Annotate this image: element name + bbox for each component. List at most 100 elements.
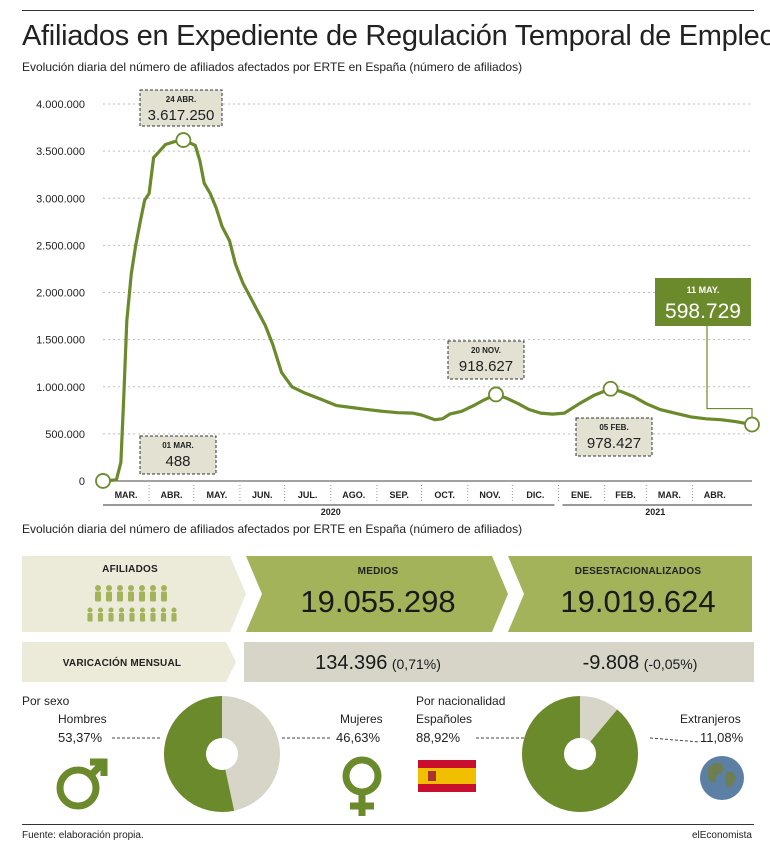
person-body [108, 612, 114, 622]
x-tick-label: OCT. [434, 490, 455, 500]
nacionalidad-heading: Por nacionalidad [416, 694, 506, 708]
person-body [171, 612, 177, 622]
variacion-arrow [22, 642, 236, 682]
person-body [117, 591, 123, 602]
annotation-value: 978.427 [587, 435, 641, 452]
variacion-medios: 134.396 (0,71%) [315, 652, 441, 674]
annotation-value: 598.729 [665, 300, 741, 323]
espanoles-pct: 88,92% [416, 730, 461, 745]
y-tick-label: 500.000 [45, 429, 85, 441]
person-body [150, 612, 156, 622]
variacion-desest-pct: (-0,05%) [644, 656, 698, 672]
annotation-box [139, 435, 217, 475]
x-tick-label: ABR. [160, 490, 182, 500]
variacion-label: VARICACIÓN MENSUAL [63, 656, 181, 669]
hombres-pct: 53,37% [58, 730, 103, 745]
person-head [150, 585, 156, 591]
annotation-value: 918.627 [459, 358, 513, 375]
source-note: Fuente: elaboración propia. [22, 830, 144, 841]
y-tick-label: 0 [79, 476, 85, 488]
x-tick-label: SEP. [390, 490, 409, 500]
slice-mujeres [222, 696, 280, 811]
slice-hombres [163, 696, 235, 813]
y-tick-label: 1.500.000 [36, 335, 85, 347]
person-head [129, 607, 135, 613]
top-rule [22, 10, 754, 11]
year-label-2020: 2020 [321, 507, 341, 517]
x-tick-label: DIC. [526, 490, 544, 500]
annotation-box [575, 417, 653, 457]
bottom-rule [22, 824, 754, 825]
section-subtitle: Evolución diaria del número de afiliados… [22, 522, 523, 536]
y-tick-label: 2.000.000 [36, 288, 85, 300]
annotation-date: 20 NOV. [471, 346, 501, 355]
variacion-medios-num: 134.396 [315, 652, 387, 674]
people-icon [87, 585, 177, 622]
annotation-value: 488 [165, 453, 190, 470]
sexo-heading: Por sexo [22, 694, 70, 708]
x-tick-label: MAR. [658, 490, 681, 500]
annotation-value: 3.617.250 [148, 107, 215, 124]
annotation-marker [175, 132, 192, 148]
person-head [150, 607, 156, 613]
brand-logo: elEconomista [691, 830, 752, 841]
annotation-date: 01 MAR. [162, 441, 194, 450]
annotation-marker [744, 416, 760, 433]
person-body [128, 591, 134, 602]
chart-title: Afiliados en Expediente de Regulación Te… [22, 20, 770, 52]
person-body [139, 612, 146, 622]
person-body [87, 612, 93, 622]
annotation-leader [706, 326, 753, 419]
slice-espanoles [522, 696, 638, 812]
y-tick-label: 3.000.000 [36, 193, 85, 205]
person-head [117, 585, 123, 591]
annotation-marker [95, 473, 111, 489]
x-tick-label: MAR. [115, 490, 138, 500]
afiliados-label: AFILIADOS [102, 564, 158, 575]
variacion-values-bg [244, 642, 754, 682]
annotation-box [139, 89, 223, 127]
annotation-box [655, 278, 751, 326]
person-head [97, 607, 104, 613]
person-body [161, 591, 167, 602]
variacion-desest-num: -9.808 [583, 652, 640, 674]
mujeres-label: Mujeres [340, 712, 383, 726]
x-tick-label: ABR. [704, 490, 726, 500]
variacion-desest: -9.808 (-0,05%) [583, 652, 698, 674]
person-body [139, 591, 145, 602]
person-body [106, 591, 112, 602]
x-tick-label: AGO. [342, 490, 365, 500]
person-head [171, 607, 177, 613]
y-tick-label: 3.500.000 [36, 146, 85, 158]
person-head [118, 607, 125, 613]
series-line [102, 138, 753, 483]
x-tick-label: JUN. [252, 490, 273, 500]
leader-extranjeros [649, 737, 701, 743]
person-body [160, 612, 167, 622]
annotation-marker [488, 386, 504, 403]
desest-value: 19.019.624 [560, 584, 715, 619]
extranjeros-pct: 11,08% [700, 730, 744, 745]
donut-nacionalidad [522, 696, 638, 812]
person-head [139, 607, 146, 613]
variacion-medios-pct: (0,71%) [392, 656, 441, 672]
x-tick-label: MAY. [207, 490, 228, 500]
person-body [150, 591, 156, 602]
x-tick-label: NOV. [479, 490, 500, 500]
male-icon [56, 758, 108, 810]
spain-flag-icon [418, 760, 476, 792]
donut-sexo [163, 696, 280, 813]
person-head [139, 585, 145, 591]
female-icon [342, 756, 382, 816]
hombres-label: Hombres [58, 712, 107, 726]
person-body [95, 591, 101, 602]
annotation-date: 11 MAY. [687, 285, 720, 295]
person-head [128, 585, 134, 591]
y-tick-label: 2.500.000 [36, 240, 85, 252]
x-tick-label: FEB. [615, 490, 636, 500]
person-body [118, 612, 125, 622]
person-head [161, 585, 167, 591]
x-tick-label: ENE. [571, 490, 592, 500]
annotation-date: 24 ABR. [166, 95, 196, 104]
